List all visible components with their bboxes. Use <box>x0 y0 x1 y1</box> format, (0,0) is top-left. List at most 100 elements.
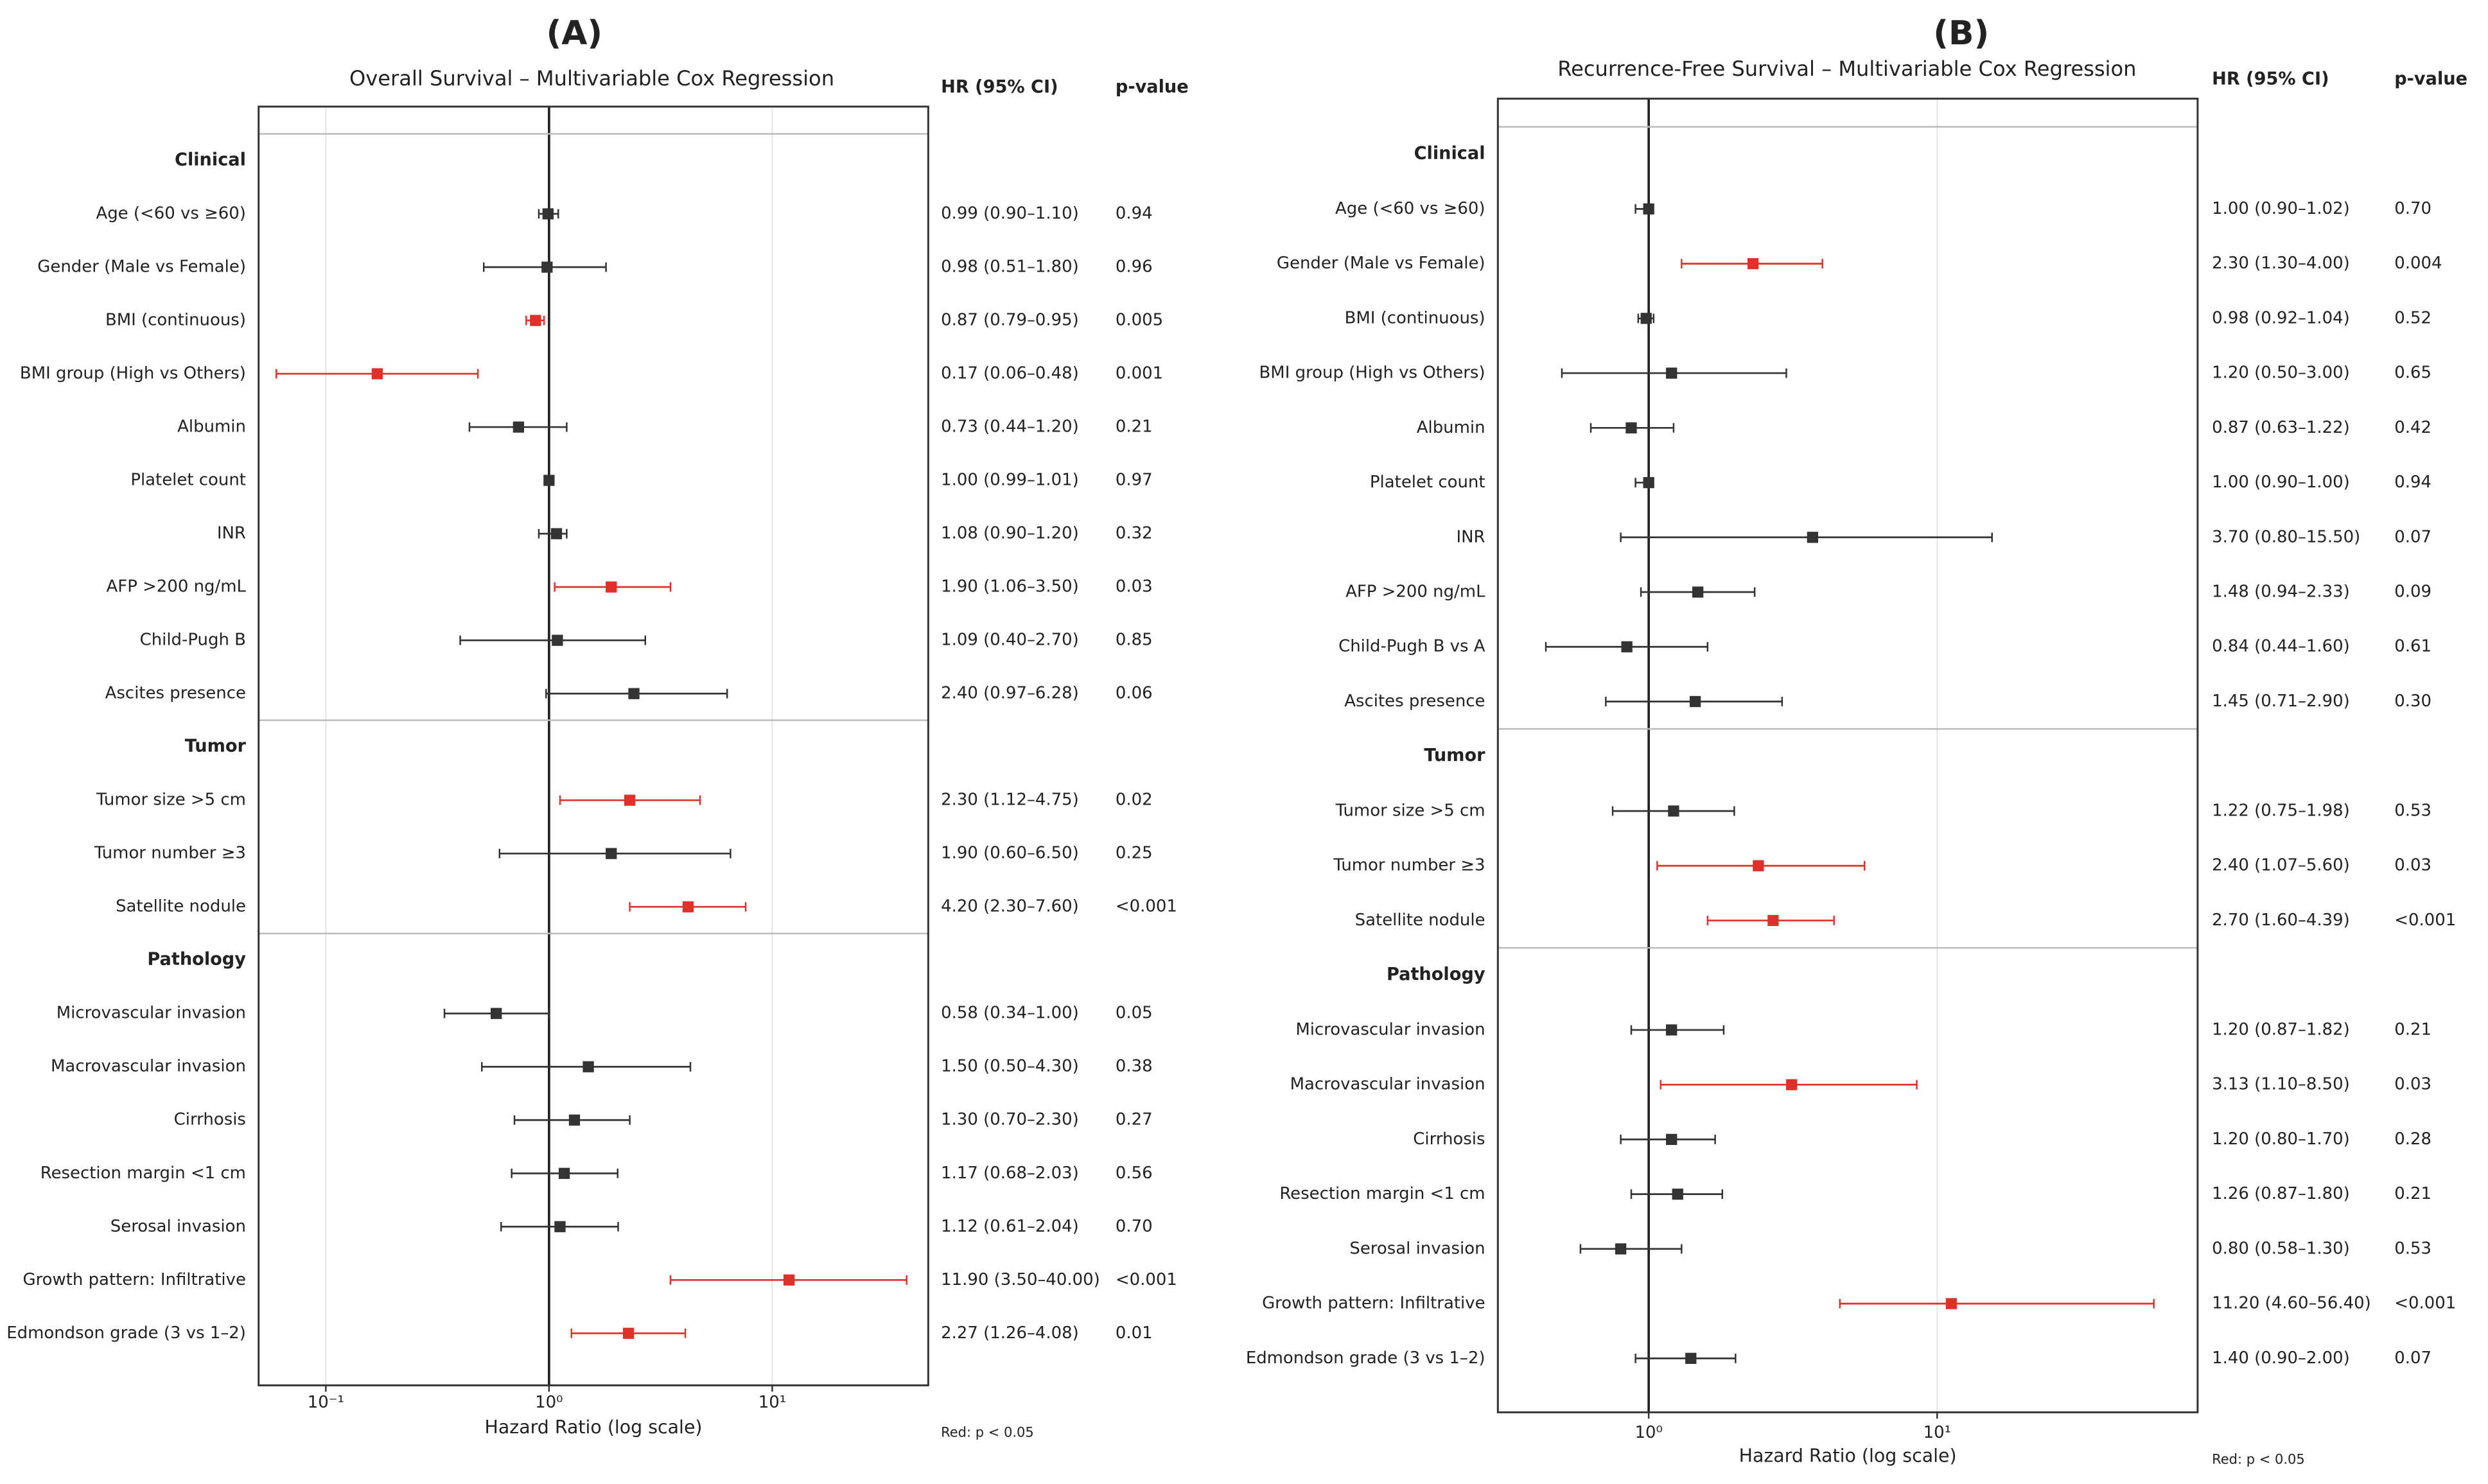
p-label: 0.03 <box>2394 856 2431 875</box>
row-label: Cirrhosis <box>1413 1130 1485 1149</box>
row-label: Age (<60 vs ≥60) <box>96 204 245 223</box>
row-label: BMI group (High vs Others) <box>1259 363 1485 383</box>
section-label: Clinical <box>1414 144 1485 164</box>
hr-point <box>628 688 640 699</box>
p-label: 0.42 <box>2394 418 2431 437</box>
ci-label: 0.80 (0.58–1.30) <box>2212 1239 2350 1258</box>
hr-point <box>583 1061 594 1072</box>
p-label: 0.005 <box>1116 311 1163 330</box>
ci-label: 11.20 (4.60–56.40) <box>2212 1294 2371 1313</box>
row-label: BMI (continuous) <box>1345 308 1485 327</box>
hr-point <box>541 261 553 273</box>
hr-point <box>1672 1188 1683 1200</box>
hr-point <box>1807 532 1818 543</box>
ci-label: 2.40 (0.97–6.28) <box>941 684 1079 703</box>
ci-label: 0.98 (0.92–1.04) <box>2212 308 2350 327</box>
hr-point <box>568 1114 581 1126</box>
p-label: 0.96 <box>1116 258 1153 277</box>
p-label: 0.94 <box>2394 473 2431 492</box>
ci-label: 1.00 (0.90–1.02) <box>2212 199 2350 218</box>
row-label: INR <box>217 524 246 543</box>
row-label: Platelet count <box>1370 473 1485 492</box>
row-label: Edmondson grade (3 vs 1–2) <box>1246 1349 1485 1368</box>
row-label: Child-Pugh B vs A <box>1338 637 1485 656</box>
ci-label: 1.20 (0.80–1.70) <box>2212 1130 2350 1149</box>
row-label: Serosal invasion <box>110 1217 246 1236</box>
row-label: Tumor size >5 cm <box>96 790 246 810</box>
p-label: 0.85 <box>1116 631 1153 650</box>
p-label: 0.38 <box>1116 1057 1153 1076</box>
ci-label: 3.70 (0.80–15.50) <box>2212 527 2360 546</box>
row-label: Resection margin <1 cm <box>1279 1184 1485 1203</box>
ci-label: 1.26 (0.87–1.80) <box>2212 1184 2350 1203</box>
hr-point <box>1767 914 1779 927</box>
ci-label: 0.17 (0.06–0.48) <box>941 364 1079 383</box>
hr-point <box>1640 313 1652 324</box>
hr-point <box>606 581 617 593</box>
note: Red: p < 0.05 <box>2212 1451 2305 1467</box>
ci-label: 1.20 (0.87–1.82) <box>2212 1020 2350 1039</box>
ci-label: 0.99 (0.90–1.10) <box>941 204 1079 223</box>
note: Red: p < 0.05 <box>941 1424 1034 1440</box>
ci-label: 2.27 (1.26–4.08) <box>941 1323 1079 1343</box>
hr-point <box>1692 586 1704 598</box>
hr-point <box>1625 422 1637 433</box>
row-label: Ascites presence <box>105 684 246 703</box>
row-label: Serosal invasion <box>1349 1239 1485 1258</box>
p-label: 0.03 <box>1116 577 1153 597</box>
p-label: 0.30 <box>2394 692 2431 711</box>
hr-point <box>1753 860 1764 871</box>
row-label: INR <box>1456 527 1485 546</box>
p-label: 0.61 <box>2394 637 2431 656</box>
plot-frame <box>1496 98 2199 1413</box>
section-label: Tumor <box>1424 746 1485 765</box>
hr-point <box>784 1274 795 1286</box>
p-label: 0.21 <box>2394 1020 2431 1039</box>
row-label: AFP >200 ng/mL <box>1345 582 1485 602</box>
ci-label: 1.50 (0.50–4.30) <box>941 1057 1079 1076</box>
row-label: Growth pattern: Infiltrative <box>22 1270 245 1289</box>
row-label: Albumin <box>1417 418 1485 437</box>
p-label: 0.03 <box>2394 1075 2431 1094</box>
row-label: Tumor number ≥3 <box>1333 856 1485 875</box>
p-label: 0.27 <box>1116 1110 1153 1130</box>
p-label: 0.53 <box>2394 801 2431 820</box>
p-label: 0.32 <box>1116 524 1153 543</box>
x-axis-label: Hazard Ratio (log scale) <box>1739 1445 1957 1467</box>
ci-label: 2.40 (1.07–5.60) <box>2212 856 2350 875</box>
ci-label: 1.09 (0.40–2.70) <box>941 631 1079 650</box>
p-label: 0.94 <box>1116 204 1153 223</box>
row-label: Satellite nodule <box>116 897 246 916</box>
p-label: 0.28 <box>2394 1130 2431 1149</box>
section-label: Pathology <box>147 950 246 970</box>
p-header: p-value <box>2394 69 2467 89</box>
hr-point <box>1666 1024 1678 1036</box>
chart-title: Overall Survival – Multivariable Cox Reg… <box>349 66 834 91</box>
ci-label: 1.17 (0.68–2.03) <box>941 1164 1079 1183</box>
p-label: 0.02 <box>1116 790 1153 810</box>
ci-label: 1.30 (0.70–2.30) <box>941 1110 1079 1130</box>
p-label: 0.70 <box>2394 199 2431 218</box>
x-tick-label: 10¹ <box>1923 1423 1951 1442</box>
section-label: Pathology <box>1387 965 1485 984</box>
p-label: <0.001 <box>2394 1294 2456 1313</box>
hr-point <box>542 208 554 220</box>
ci-header: HR (95% CI) <box>941 77 1058 97</box>
hr-point <box>530 315 541 326</box>
row-label: Satellite nodule <box>1355 911 1485 930</box>
ci-label: 0.73 (0.44–1.20) <box>941 417 1079 437</box>
ci-label: 1.20 (0.50–3.00) <box>2212 363 2350 383</box>
row-label: Tumor size >5 cm <box>1335 801 1485 820</box>
p-label: 0.56 <box>1116 1164 1153 1183</box>
hr-point <box>1747 258 1759 270</box>
hr-point <box>558 1167 570 1179</box>
p-label: 0.07 <box>2394 527 2431 546</box>
ci-label: 0.84 (0.44–1.60) <box>2212 637 2350 656</box>
p-label: <0.001 <box>2394 911 2456 930</box>
hr-point <box>552 634 563 646</box>
hr-point <box>1666 1133 1678 1146</box>
row-label: Cirrhosis <box>174 1110 246 1130</box>
ci-label: 1.40 (0.90–2.00) <box>2212 1349 2350 1368</box>
